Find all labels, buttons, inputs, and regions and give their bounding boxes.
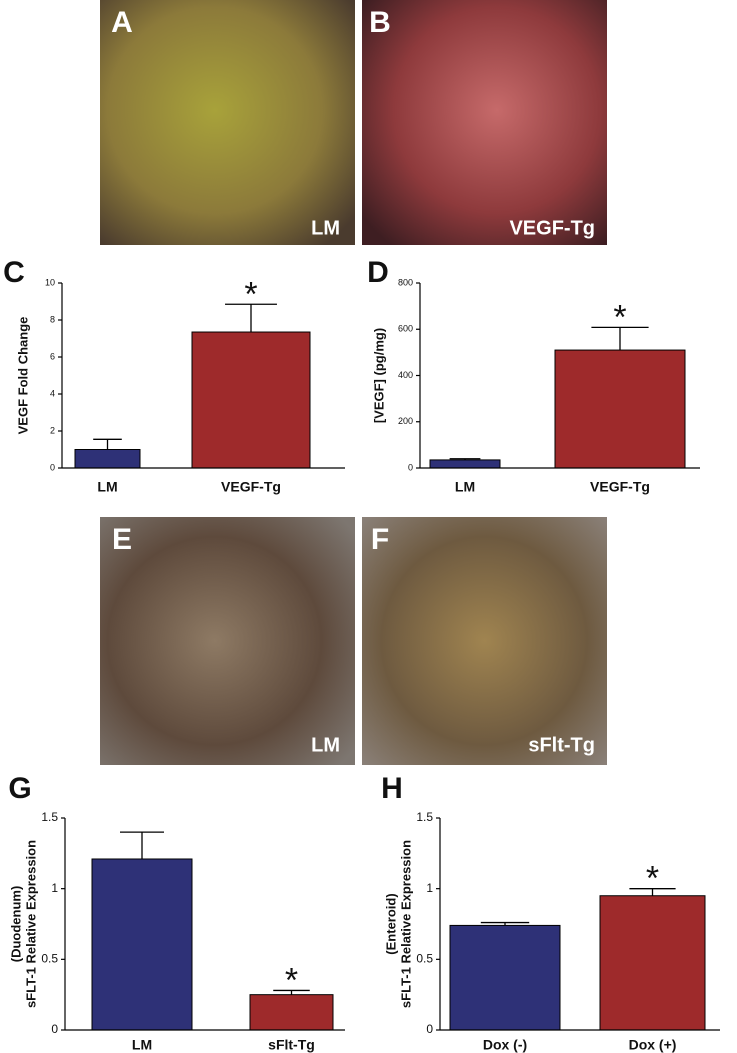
photo-label: LM [311, 217, 340, 239]
y-tick-label: 0 [51, 1022, 58, 1036]
y-tick-label: 200 [398, 416, 413, 426]
photo-panels [100, 0, 607, 765]
y-axis-label: [VEGF] (pg/mg) [371, 328, 386, 423]
y-tick-label: 1 [426, 881, 433, 895]
chart: H 0 0.5 1 1.5 (Enteroid) sFLT-1 Relative Expre… [381, 772, 720, 1053]
y-tick-label: 400 [398, 370, 413, 380]
panel-letter: B [369, 6, 391, 39]
photo-label: VEGF-Tg [509, 217, 595, 239]
bar [554, 349, 686, 469]
y-tick-label: 6 [50, 351, 55, 361]
bar [191, 331, 311, 469]
x-tick-label: VEGF-Tg [221, 479, 281, 495]
y-tick-label: 0 [50, 462, 55, 472]
panel-letter: F [371, 523, 389, 556]
y-tick-label: 800 [398, 277, 413, 287]
x-tick-label: sFlt-Tg [268, 1037, 315, 1053]
bar [249, 994, 334, 1031]
photo-label: LM [311, 734, 340, 756]
y-tick-label: 10 [45, 277, 55, 287]
photo-label: sFlt-Tg [528, 734, 595, 756]
y-tick-label: 0 [408, 462, 413, 472]
x-tick-label: LM [97, 479, 117, 495]
significance-marker: * [244, 275, 257, 313]
significance-marker: * [613, 298, 626, 336]
y-tick-label: 1.5 [416, 810, 433, 824]
bar [91, 858, 193, 1031]
photo [100, 0, 355, 245]
bar [429, 459, 501, 469]
photo [362, 0, 607, 245]
y-axis-label: sFLT-1 Relative Expression [23, 840, 38, 1008]
panel-letter: D [367, 256, 389, 289]
y-axis-label: VEGF Fold Change [15, 317, 30, 435]
photo [100, 517, 355, 765]
panel-letter: G [8, 772, 31, 805]
photo [362, 517, 607, 765]
y-tick-label: 2 [50, 425, 55, 435]
x-tick-label: Dox (+) [629, 1037, 677, 1053]
y-tick-label: 8 [50, 314, 55, 324]
x-tick-label: Dox (-) [483, 1037, 527, 1053]
panel-letter: C [3, 256, 25, 289]
y-tick-label: 0.5 [41, 952, 58, 966]
y-tick-label: 0.5 [416, 952, 433, 966]
panel-letter: H [381, 772, 403, 805]
bar [599, 895, 706, 1031]
x-tick-label: LM [132, 1037, 152, 1053]
y-tick-label: 0 [426, 1022, 433, 1036]
y-axis-label: (Enteroid) [383, 893, 398, 954]
y-axis-label: sFLT-1 Relative Expression [398, 840, 413, 1008]
significance-marker: * [646, 860, 659, 898]
y-tick-label: 4 [50, 388, 55, 398]
y-axis-label: (Duodenum) [8, 886, 23, 963]
y-tick-label: 1.5 [41, 810, 58, 824]
panel-letter: A [111, 6, 133, 39]
bar [449, 924, 561, 1031]
bar [74, 449, 141, 469]
x-tick-label: LM [455, 479, 475, 495]
chart: G 0 0.5 1 1.5 (Duodenum) sFLT-1 Relative Expre… [8, 772, 345, 1053]
y-tick-label: 1 [51, 881, 58, 895]
chart: D 0 200 400 600 800 [VEGF] (pg/mg) LM VEGF-Tg * [367, 256, 700, 495]
significance-marker: * [285, 961, 298, 999]
x-tick-label: VEGF-Tg [590, 479, 650, 495]
panel-letter: E [112, 523, 132, 556]
y-tick-label: 600 [398, 324, 413, 334]
chart: C 0 2 4 6 8 10 VEGF Fold Change LM VEGF-Tg * [3, 256, 345, 495]
